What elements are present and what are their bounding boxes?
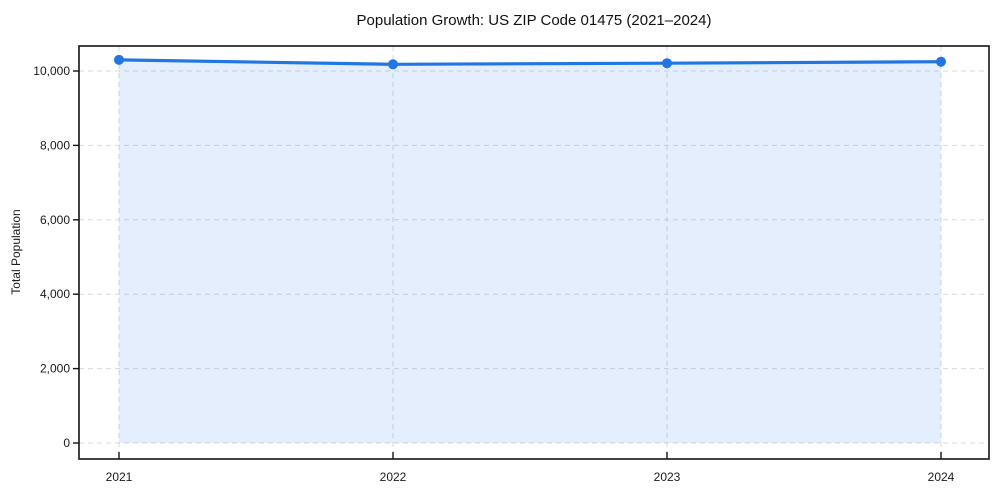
data-point <box>388 59 398 70</box>
y-tick-label: 2,000 <box>40 362 70 376</box>
chart-title: Population Growth: US ZIP Code 01475 (20… <box>357 12 712 29</box>
y-tick-label: 0 <box>63 436 70 450</box>
plot-border <box>78 45 990 460</box>
area-fill <box>119 59 941 444</box>
trend-line <box>117 58 943 66</box>
data-point <box>662 58 672 69</box>
data-point <box>936 56 946 67</box>
x-tick-label: 2023 <box>654 470 681 484</box>
x-tick-label: 2024 <box>928 470 955 484</box>
y-tick-label: 10,000 <box>33 64 70 78</box>
y-tick-label: 4,000 <box>40 287 70 301</box>
y-axis-label: Total Population <box>9 209 23 294</box>
y-tick-label: 6,000 <box>40 213 70 227</box>
y-tick-label: 8,000 <box>40 138 70 152</box>
x-tick-label: 2021 <box>106 470 133 484</box>
plot-area: 0 2,000 4,000 6,000 8,000 10,000 2021 2022 2023 2… <box>33 45 990 484</box>
x-tick-label: 2022 <box>380 470 407 484</box>
data-point <box>114 54 124 65</box>
